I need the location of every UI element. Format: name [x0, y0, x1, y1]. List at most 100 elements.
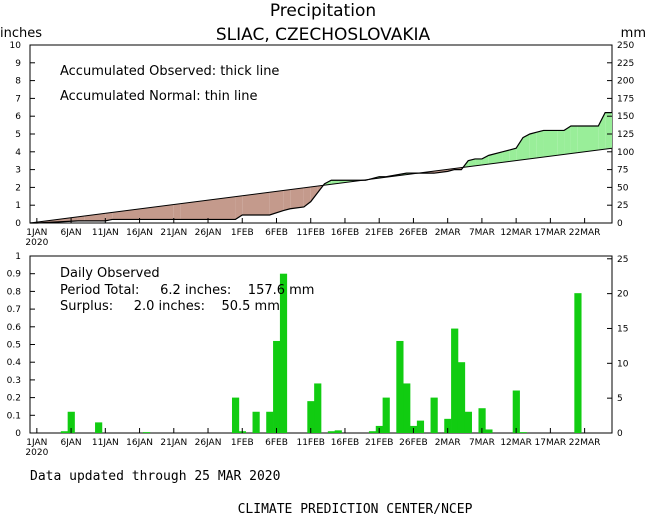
x-tick-label: 22MAR	[569, 228, 601, 238]
y-tick-label: 3	[15, 166, 21, 176]
y-tick-label: 2	[15, 183, 21, 193]
daily-precip-bar	[382, 397, 390, 433]
observed-accumulation-line	[30, 112, 612, 224]
daily-precip-bar	[464, 411, 472, 433]
deficit-area	[242, 192, 270, 215]
y2-tick-label: 175	[617, 94, 634, 104]
y-tick-label: 0.7	[7, 305, 21, 315]
x-tick-label: 21JAN	[160, 228, 187, 238]
x-tick-label: 11JAN	[92, 438, 119, 448]
x-tick-label: 1FEB	[231, 228, 254, 238]
daily-precip-bar	[574, 293, 582, 433]
daily-precip-bar	[457, 362, 466, 433]
y-tick-label: 0.6	[7, 323, 22, 333]
y-tick-label: 0.2	[7, 394, 21, 404]
y2-tick-label: 225	[617, 59, 634, 69]
deficit-area	[173, 203, 181, 220]
daily-precip-bar	[396, 340, 404, 433]
x-tick-label: 6JAN	[61, 438, 82, 448]
daily-precip-bar	[266, 411, 274, 433]
y2-tick-label: 25	[617, 255, 628, 265]
surplus-area	[564, 125, 571, 155]
y2-tick-label: 200	[617, 77, 634, 87]
x-tick-label: 6FEB	[265, 228, 288, 238]
deficit-area	[112, 204, 174, 220]
y-tick-label: 1	[15, 201, 21, 211]
year-label: 2020	[25, 238, 48, 248]
stats-surplus: Surplus: 2.0 inches: 50.5 mm	[60, 299, 280, 314]
surplus-area	[598, 112, 606, 150]
y-tick-label: 0.4	[7, 358, 22, 368]
deficit-area	[310, 186, 318, 202]
x-tick-label: 1JAN	[26, 228, 47, 238]
daily-precip-bar	[314, 383, 322, 433]
x-tick-label: 7MAR	[469, 438, 495, 448]
daily-precip-bar	[478, 408, 486, 433]
x-tick-label: 17MAR	[535, 228, 567, 238]
stats-heading: Daily Observed	[60, 266, 160, 281]
daily-precip-bar	[142, 432, 151, 433]
x-tick-label: 26JAN	[195, 438, 222, 448]
daily-precip-bar	[273, 340, 281, 433]
y2-tick-label: 25	[617, 201, 628, 211]
x-tick-label: 12MAR	[500, 438, 532, 448]
y2-tick-label: 15	[617, 324, 628, 334]
surplus-area	[577, 125, 599, 153]
x-tick-label: 21FEB	[365, 228, 394, 238]
credit-line: CLIMATE PREDICTION CENTER/NCEP	[238, 502, 473, 517]
y2-tick-label: 150	[617, 112, 634, 122]
daily-precip-bar	[67, 411, 75, 433]
daily-precip-bar	[368, 431, 377, 433]
y-tick-label: 4	[15, 148, 21, 158]
y2-tick-label: 20	[617, 290, 629, 300]
y2-tick-label: 75	[617, 166, 628, 176]
y2-tick-label: 250	[617, 41, 634, 51]
daily-precip-bar	[60, 431, 68, 433]
x-tick-label: 16JAN	[126, 438, 153, 448]
y2-tick-label: 10	[617, 359, 629, 369]
y-tick-label: 6	[15, 112, 21, 122]
legend-normal: Accumulated Normal: thin line	[60, 89, 258, 104]
stats-period-total: Period Total: 6.2 inches: 157.6 mm	[60, 283, 314, 298]
daily-precip-bar	[519, 432, 527, 433]
daily-precip-bar	[95, 422, 103, 433]
surplus-area	[605, 112, 612, 150]
x-tick-label: 21FEB	[365, 438, 394, 448]
daily-precip-bar	[485, 429, 493, 433]
x-tick-label: 22MAR	[569, 438, 601, 448]
daily-precip-bar	[430, 397, 438, 433]
daily-precip-bar	[307, 401, 315, 433]
daily-precip-bar	[231, 397, 240, 433]
x-tick-label: 26JAN	[195, 228, 222, 238]
x-tick-label: 12MAR	[500, 228, 532, 238]
y2-tick-label: 0	[617, 219, 623, 229]
surplus-area	[481, 155, 489, 165]
daily-precip-bar	[327, 431, 336, 433]
normal-accumulation-line	[29, 147, 613, 224]
x-tick-label: 17MAR	[535, 438, 567, 448]
deficit-area	[235, 195, 243, 220]
surplus-area	[502, 150, 510, 163]
x-tick-label: 16JAN	[126, 228, 153, 238]
x-tick-label: 21JAN	[160, 438, 187, 448]
y-tick-label: 10	[10, 41, 22, 51]
daily-precip-bar	[279, 273, 288, 433]
chart-subtitle: SLIAC, CZECHOSLOVAKIA	[216, 25, 431, 45]
surplus-area	[475, 158, 482, 166]
y2-tick-label: 50	[617, 183, 629, 193]
x-tick-label: 11JAN	[92, 228, 119, 238]
data-updated-note: Data updated through 25 MAR 2020	[30, 469, 280, 484]
y-tick-label: 0	[15, 219, 21, 229]
right-unit-label: mm	[621, 26, 646, 41]
deficit-area	[84, 213, 106, 221]
year-label: 2020	[25, 448, 48, 458]
daily-precip-bar	[451, 328, 459, 433]
legend-observed: Accumulated Observed: thick line	[60, 64, 279, 79]
chart-title: Precipitation	[270, 1, 376, 21]
y-tick-label: 5	[15, 130, 21, 140]
y-tick-label: 0.9	[7, 270, 22, 280]
deficit-area	[303, 186, 311, 207]
deficit-area	[105, 212, 113, 221]
y2-tick-label: 125	[617, 130, 634, 140]
